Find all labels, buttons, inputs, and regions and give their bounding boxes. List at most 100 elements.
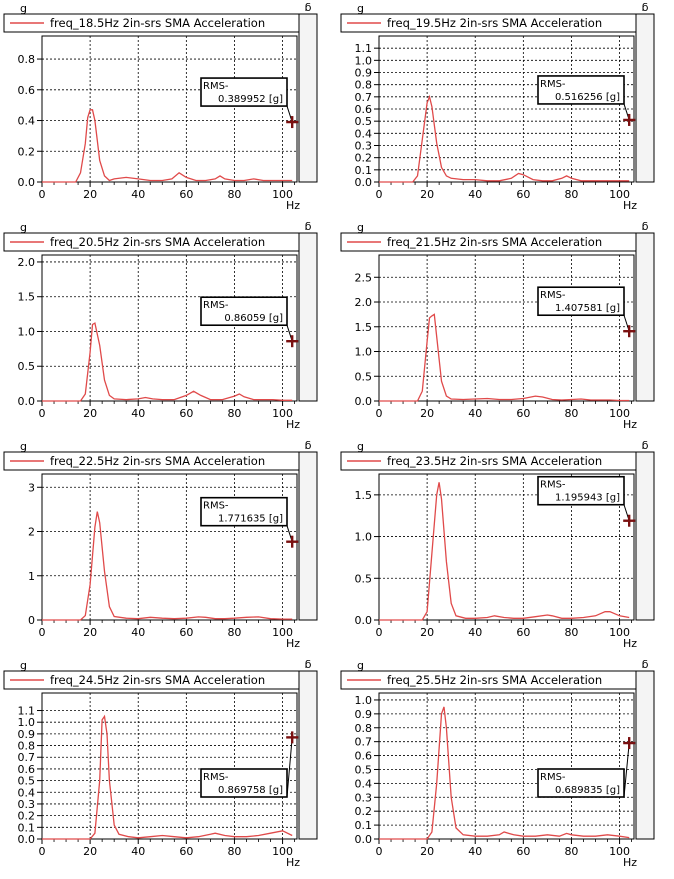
y-tick-label: 0.2 (355, 152, 373, 165)
chart-panel: 0 20 40 60 80 100 0.0 0.1 0.2 0.3 0.4 0.5 0.6 0.7 0.8 0… (337, 0, 674, 214)
y-tick-label: 1.1 (18, 705, 36, 718)
legend-label: freq_22.5Hz 2in-srs SMA Acceleration (50, 454, 265, 468)
right-axis-label: g (642, 2, 649, 15)
y-tick-label: 0.6 (355, 750, 373, 763)
rms-value: 1.407581 [g] (555, 303, 620, 314)
y-tick-label: 0.5 (355, 115, 373, 128)
rms-box (200, 77, 288, 107)
y-axis-label: g (357, 221, 364, 234)
chart-panel: 0 20 40 60 80 100 0 1 2 3 g Hz g freq_22.5Hz 2in-srs … (0, 438, 337, 652)
rms-value: 0.689835 [g] (555, 785, 620, 796)
x-tick-label: 40 (468, 626, 482, 639)
legend-box (340, 670, 637, 690)
y-tick-label: 0.3 (18, 798, 36, 811)
x-tick-label: 0 (39, 188, 46, 201)
y-tick-label: 0.1 (355, 164, 373, 177)
rms-box (537, 768, 625, 798)
y-tick-label: 2 (28, 526, 35, 539)
x-tick-label: 100 (272, 626, 293, 639)
series-line (379, 482, 630, 621)
y-tick-label: 0.4 (18, 786, 36, 799)
right-strip (635, 670, 655, 840)
legend-label: freq_23.5Hz 2in-srs SMA Acceleration (387, 454, 602, 468)
y-tick-label: 1.0 (355, 694, 373, 707)
right-axis-label: g (305, 2, 312, 15)
x-tick-label: 20 (420, 845, 434, 858)
chart-svg: 0 20 40 60 80 1000.00.10.20.30.40.50.60.70.80… (340, 659, 655, 869)
x-tick-label: 100 (609, 845, 630, 858)
series-line (379, 313, 630, 402)
y-tick-label: 0.0 (355, 395, 373, 408)
x-tick-label: 20 (83, 407, 97, 420)
plot-area (378, 692, 635, 840)
series-line (42, 322, 293, 402)
x-tick-label: 40 (131, 407, 145, 420)
plot-area (41, 473, 298, 621)
y-tick-label: 0.9 (355, 708, 373, 721)
y-tick-label: 0.7 (18, 751, 36, 764)
y-tick-label: 1.1 (355, 42, 373, 55)
y-axis-label: g (357, 440, 364, 453)
x-tick-label: 0 (39, 407, 46, 420)
legend-box (340, 451, 637, 471)
rms-value: 1.195943 [g] (555, 493, 620, 504)
legend: freq_22.5Hz 2in-srs SMA Acceleration (3, 451, 300, 471)
y-tick-label: 0.4 (355, 777, 373, 790)
y-tick-label: 0.5 (18, 775, 36, 788)
rms-value: 0.86059 [g] (224, 313, 283, 324)
x-tick-label: 60 (179, 626, 193, 639)
plot-area (41, 35, 298, 183)
x-axis-label: Hz (286, 856, 300, 869)
x-axis-label: Hz (286, 418, 300, 431)
x-axis-label: Hz (286, 637, 300, 650)
legend-box (3, 232, 300, 252)
rms-box (200, 496, 288, 527)
y-tick-label: 0.6 (355, 103, 373, 116)
legend-label: freq_18.5Hz 2in-srs SMA Acceleration (50, 16, 265, 30)
y-tick-label: 0.7 (355, 736, 373, 749)
x-tick-label: 60 (179, 407, 193, 420)
y-axis-label: g (20, 659, 27, 672)
right-axis-label: g (642, 659, 649, 672)
y-tick-label: 0.9 (18, 728, 36, 741)
y-tick-label: 1.0 (18, 325, 36, 338)
legend-label: freq_20.5Hz 2in-srs SMA Acceleration (50, 235, 265, 249)
plot-area (41, 254, 298, 402)
x-tick-label: 40 (468, 188, 482, 201)
x-tick-label: 20 (83, 626, 97, 639)
y-axis-label: g (357, 659, 364, 672)
x-tick-label: 0 (376, 845, 383, 858)
y-tick-label: 0.5 (355, 763, 373, 776)
y-tick-label: 0.8 (355, 722, 373, 735)
y-tick-label: 0.0 (355, 614, 373, 627)
right-axis-label: g (305, 659, 312, 672)
right-axis-label: g (305, 440, 312, 453)
x-tick-label: 60 (516, 845, 530, 858)
chart-svg: 0 20 40 60 80 100 0 1 2 3 g Hz g freq_22.5Hz 2in-srs … (3, 440, 318, 650)
chart-panel: 0 20 40 60 80 100 0.0 0.5 1.0 1.5 2.0 g Hz g freq_20.5… (0, 219, 337, 433)
x-tick-label: 40 (468, 845, 482, 858)
rms-value: 0.869758 [g] (218, 785, 283, 796)
rms-box (537, 286, 625, 317)
chart-panel: 0 20 40 60 80 100 0.0 0.2 0.4 0.6 0.8 g Hz g freq_18.5… (0, 0, 337, 214)
y-tick-label: 1.0 (18, 716, 36, 729)
y-tick-label: 1.0 (355, 54, 373, 67)
y-tick-label: 0.1 (18, 821, 36, 834)
x-tick-label: 80 (227, 845, 241, 858)
x-tick-label: 40 (468, 407, 482, 420)
legend: freq_21.5Hz 2in-srs SMA Acceleration (340, 232, 637, 252)
x-tick-label: 80 (564, 407, 578, 420)
legend-label: freq_19.5Hz 2in-srs SMA Acceleration (387, 16, 602, 30)
y-tick-label: 2.0 (355, 296, 373, 309)
x-tick-label: 80 (564, 626, 578, 639)
y-tick-label: 0.0 (355, 176, 373, 189)
rms-box (537, 475, 625, 506)
legend-box (340, 13, 637, 33)
y-tick-label: 3 (28, 481, 35, 494)
x-tick-label: 60 (516, 188, 530, 201)
x-tick-label: 80 (564, 845, 578, 858)
y-tick-label: 0.5 (18, 360, 36, 373)
legend-box (3, 670, 300, 690)
chart-panel: 0 20 40 60 80 100 0.0 0.5 1.0 1.5 2.0 2.5 g Hz g freq_2… (337, 219, 674, 433)
y-tick-label: 0.4 (18, 115, 36, 128)
